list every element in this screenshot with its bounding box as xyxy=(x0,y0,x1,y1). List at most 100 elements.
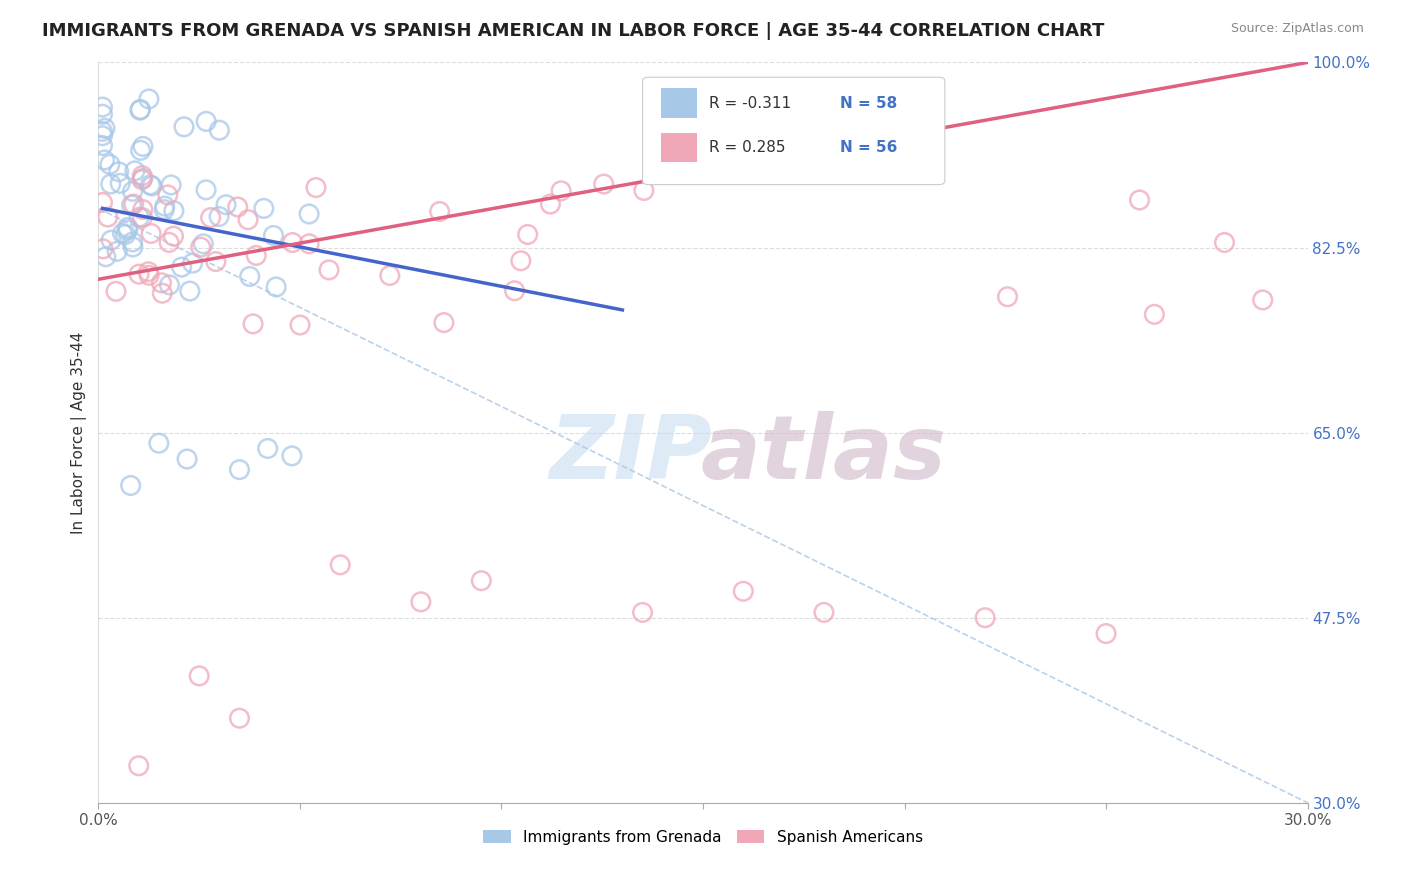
Point xyxy=(93,153,115,167)
Point xyxy=(128,758,150,772)
Point xyxy=(190,240,212,254)
Point xyxy=(429,204,451,219)
Point xyxy=(205,254,228,268)
Point xyxy=(121,185,143,199)
Point xyxy=(128,103,150,117)
Point xyxy=(378,268,401,283)
Point xyxy=(122,197,145,211)
Point xyxy=(131,211,153,225)
Point xyxy=(263,228,285,243)
Point xyxy=(162,229,184,244)
Point xyxy=(1095,626,1118,640)
Point xyxy=(91,242,114,256)
Point xyxy=(179,284,201,298)
Text: N = 58: N = 58 xyxy=(839,95,897,111)
Point xyxy=(288,318,311,332)
Point xyxy=(188,669,211,683)
Point xyxy=(131,169,153,183)
Point xyxy=(117,220,139,235)
Point xyxy=(242,317,264,331)
Point xyxy=(163,203,186,218)
Point xyxy=(91,124,114,138)
Point xyxy=(173,120,195,134)
Point xyxy=(1251,293,1274,307)
Point xyxy=(538,197,561,211)
Point xyxy=(141,178,163,193)
Point xyxy=(733,584,755,599)
Point xyxy=(128,267,150,281)
Point xyxy=(121,235,143,249)
Point xyxy=(550,184,572,198)
Text: R = -0.311: R = -0.311 xyxy=(709,95,792,111)
Point xyxy=(239,269,262,284)
Point xyxy=(105,285,128,299)
Point xyxy=(974,610,997,624)
Point xyxy=(208,123,231,137)
Point xyxy=(298,236,321,251)
Point xyxy=(94,121,117,136)
Point xyxy=(159,277,181,292)
Point xyxy=(195,114,218,128)
Point xyxy=(124,164,146,178)
Point xyxy=(281,449,304,463)
Point xyxy=(215,197,238,211)
Point xyxy=(298,207,321,221)
Point xyxy=(305,180,328,194)
Point xyxy=(516,227,538,242)
Point xyxy=(226,200,249,214)
Point xyxy=(503,284,526,298)
Point xyxy=(409,595,432,609)
Point xyxy=(117,223,139,237)
Text: Source: ZipAtlas.com: Source: ZipAtlas.com xyxy=(1230,22,1364,36)
Point xyxy=(120,478,142,492)
Point xyxy=(153,202,176,217)
Point xyxy=(813,606,835,620)
FancyBboxPatch shape xyxy=(643,78,945,185)
Point xyxy=(153,199,176,213)
Point xyxy=(132,202,155,217)
Point xyxy=(91,138,114,153)
Point xyxy=(433,316,456,330)
Text: R = 0.285: R = 0.285 xyxy=(709,140,786,155)
Point xyxy=(100,233,122,247)
FancyBboxPatch shape xyxy=(661,88,697,118)
Point xyxy=(509,253,531,268)
Point xyxy=(195,183,218,197)
Point xyxy=(121,240,143,254)
Point xyxy=(150,286,173,301)
Text: IMMIGRANTS FROM GRENADA VS SPANISH AMERICAN IN LABOR FORCE | AGE 35-44 CORRELATI: IMMIGRANTS FROM GRENADA VS SPANISH AMERI… xyxy=(42,22,1105,40)
Point xyxy=(107,165,129,179)
Text: ZIP: ZIP xyxy=(550,411,711,499)
Point xyxy=(110,177,132,191)
Point xyxy=(139,178,162,192)
Point xyxy=(91,100,114,114)
Point xyxy=(281,235,304,250)
Point xyxy=(228,711,250,725)
Point xyxy=(253,202,276,216)
Point xyxy=(256,442,278,456)
Point xyxy=(98,157,121,171)
Point xyxy=(1128,193,1150,207)
Point xyxy=(138,92,160,106)
Point xyxy=(100,177,122,191)
Point xyxy=(193,236,215,251)
Point xyxy=(208,210,231,224)
Point xyxy=(176,452,198,467)
Point xyxy=(105,244,128,259)
Point xyxy=(200,211,222,225)
Point xyxy=(329,558,352,572)
Point xyxy=(129,103,152,117)
Point xyxy=(1213,235,1236,250)
Point xyxy=(236,212,259,227)
Point xyxy=(150,276,173,290)
Point xyxy=(148,436,170,450)
Y-axis label: In Labor Force | Age 35-44: In Labor Force | Age 35-44 xyxy=(72,332,87,533)
Point xyxy=(91,195,114,210)
Point xyxy=(181,256,204,270)
Point xyxy=(318,263,340,277)
Point xyxy=(138,268,160,283)
Point xyxy=(91,107,114,121)
Point xyxy=(633,184,655,198)
Point xyxy=(157,235,180,250)
Point xyxy=(592,177,614,191)
